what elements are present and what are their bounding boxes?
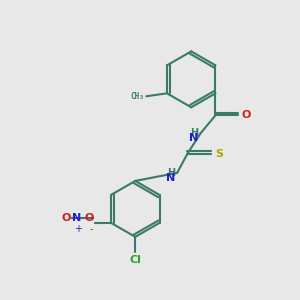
Text: O: O [62, 214, 71, 224]
Text: N: N [72, 214, 82, 224]
Text: +: + [74, 224, 82, 234]
Text: H: H [190, 128, 198, 138]
Text: -: - [90, 224, 93, 234]
Text: Cl: Cl [129, 255, 141, 265]
Text: O: O [84, 214, 93, 224]
Text: N: N [166, 173, 175, 183]
Text: S: S [215, 149, 223, 159]
Text: CH₃: CH₃ [130, 92, 144, 101]
Text: H: H [167, 168, 175, 178]
Text: O: O [242, 110, 251, 120]
Text: N: N [189, 133, 198, 143]
